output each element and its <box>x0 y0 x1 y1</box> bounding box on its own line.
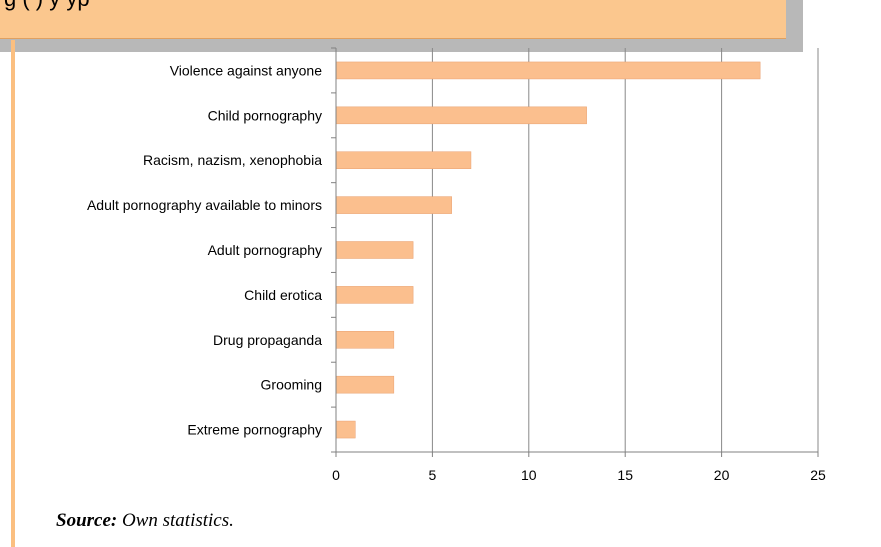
source-label: Source: <box>56 510 118 531</box>
x-tick-label: 25 <box>810 467 826 483</box>
x-tick-label: 20 <box>714 467 730 483</box>
x-tick-label: 10 <box>521 467 537 483</box>
bar-5 <box>335 286 414 304</box>
bars <box>335 61 761 439</box>
bar-6 <box>335 331 395 349</box>
bar-2 <box>335 151 472 169</box>
category-label: Drug propaganda <box>213 332 322 348</box>
tick-labels: 0 5 10 15 20 25 <box>332 467 826 483</box>
category-labels: Violence against anyone Child pornography… <box>87 62 322 437</box>
source-text: Own statistics. <box>117 510 234 531</box>
category-label: Violence against anyone <box>170 62 323 78</box>
category-label: Extreme pornography <box>187 422 322 438</box>
bar-8 <box>335 420 356 439</box>
source-note: Source: Own statistics. <box>56 510 234 532</box>
x-tick-label: 5 <box>429 467 437 483</box>
grid-lines <box>431 48 819 452</box>
bar-4 <box>335 241 414 259</box>
category-label: Adult pornography available to minors <box>87 197 322 213</box>
header-band: g ( ) y yp <box>0 0 786 39</box>
bar-0 <box>335 61 761 80</box>
x-tick-label: 15 <box>617 467 633 483</box>
axes <box>331 47 819 457</box>
figure-title: g ( ) y yp <box>4 0 90 12</box>
category-label: Racism, nazism, xenophobia <box>143 152 322 168</box>
bar-7 <box>335 375 395 394</box>
left-rule <box>11 40 15 547</box>
bar-1 <box>335 106 587 125</box>
x-tick-label: 0 <box>332 467 340 483</box>
category-label: Grooming <box>261 377 322 393</box>
category-label: Child pornography <box>208 107 322 123</box>
category-label: Child erotica <box>244 287 322 303</box>
category-label: Adult pornography <box>208 242 322 258</box>
bar-3 <box>335 196 452 214</box>
